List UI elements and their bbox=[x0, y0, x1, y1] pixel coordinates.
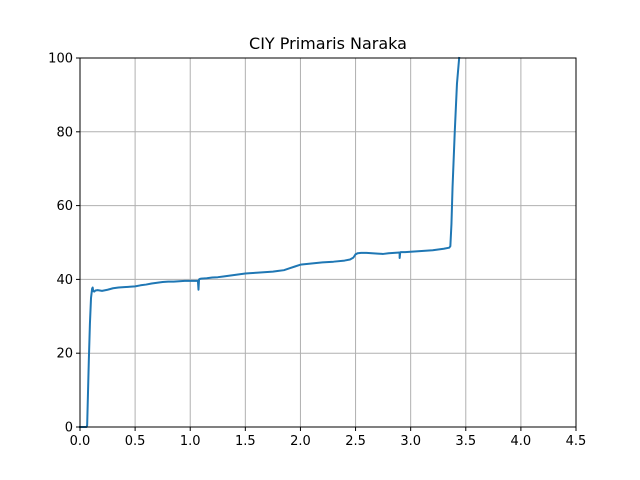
y-tick-label: 60 bbox=[56, 199, 73, 214]
x-tick-label: 0.5 bbox=[125, 434, 146, 449]
axis-ticks: 0.0 0.5 1.0 1.5 2.0 2.5 3.0 3.5 4.0 4.5 0 20 40 60 80 1… bbox=[48, 52, 586, 450]
x-tick-label: 3.5 bbox=[455, 434, 476, 449]
x-tick-label: 0.0 bbox=[70, 434, 91, 449]
y-tick-label: 100 bbox=[48, 52, 73, 67]
x-tick-label: 4.5 bbox=[566, 434, 587, 449]
x-tick-label: 1.0 bbox=[180, 434, 201, 449]
x-tick-label: 2.5 bbox=[345, 434, 366, 449]
grid bbox=[79, 57, 577, 428]
x-tick-label: 2.0 bbox=[290, 434, 311, 449]
y-tick-label: 0 bbox=[65, 421, 73, 436]
y-tick-label: 20 bbox=[56, 347, 73, 362]
x-tick-label: 3.0 bbox=[400, 434, 421, 449]
series-layer bbox=[79, 56, 461, 428]
y-tick-label: 40 bbox=[56, 273, 73, 288]
series-line bbox=[79, 56, 461, 428]
x-tick-label: 4.0 bbox=[511, 434, 532, 449]
x-tick-label: 1.5 bbox=[235, 434, 256, 449]
chart-title: CIY Primaris Naraka bbox=[249, 34, 407, 53]
plot-area-frame bbox=[79, 57, 577, 428]
y-tick-label: 80 bbox=[56, 125, 73, 140]
